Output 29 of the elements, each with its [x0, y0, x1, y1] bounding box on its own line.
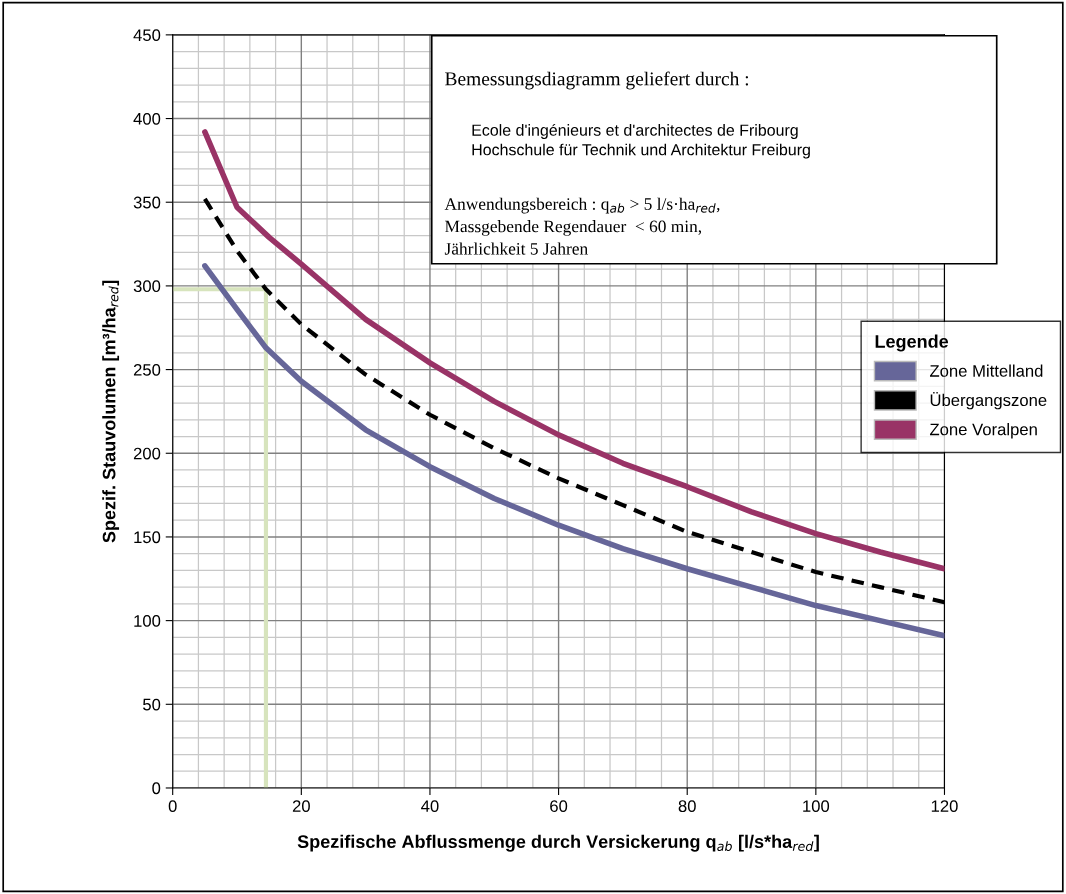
y-tick-label: 0 — [152, 782, 161, 795]
annotation: Bemessungsdiagramm geliefert durch : — [445, 71, 749, 90]
y-tick-label: 100 — [134, 615, 161, 627]
annotation: Hochschule für Technik und Architektur Freiburg — [472, 143, 810, 159]
y-tick-label: 350 — [133, 196, 161, 209]
annotation: Ecole d'ingénieurs et d'architectes de Fribourg — [472, 123, 798, 139]
y-tick-label: 50 — [143, 698, 161, 711]
annotation: Jährlichkeit 5 Jahren — [444, 242, 588, 255]
y-tick-label: 300 — [133, 280, 161, 293]
x-axis-title: Spezifische Abflussmenge durch Versickerung q$_{ab}$ [l/s*ha$_{red}$] — [297, 834, 819, 852]
x-tick-label: 120 — [931, 800, 958, 813]
legend-label: Übergangszone — [930, 391, 1047, 410]
y-tick-label: 150 — [134, 531, 161, 544]
y-tick-label: 200 — [133, 447, 161, 460]
x-tick-label: 0 — [168, 800, 177, 813]
legend-label: Zone Voralpen — [930, 423, 1037, 439]
y-tick-label: 400 — [133, 112, 161, 125]
y-tick-label: 450 — [133, 29, 161, 42]
annotation: Anwendungsbereich : q$_{ab}$ > 5 l/s·ha$_{red}$, — [444, 197, 720, 214]
x-tick-label: 60 — [550, 800, 568, 813]
legend-title: Legende — [875, 334, 949, 352]
y-axis-title: Spezif. Stauvolumen [m³/ha$_{red}$] — [102, 280, 120, 543]
x-tick-label: 40 — [421, 800, 439, 813]
x-tick-label: 100 — [803, 800, 830, 813]
x-tick-label: 80 — [678, 800, 696, 813]
y-tick-label: 250 — [133, 363, 161, 376]
x-tick-label: 20 — [292, 800, 310, 813]
annotation: Massgebende Regendauer < 60 min, — [445, 220, 702, 236]
legend-label: Zone Mittelland — [930, 364, 1043, 377]
